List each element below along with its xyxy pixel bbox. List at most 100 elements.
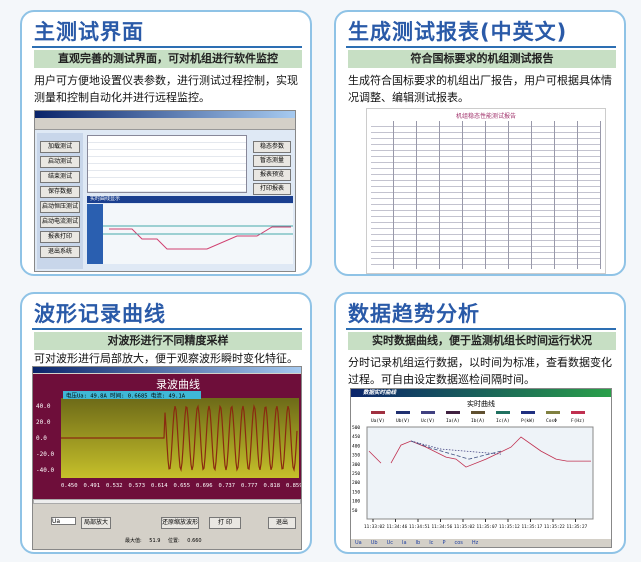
side-button[interactable]: 启动恒压测试 <box>40 201 80 213</box>
channel-checkbox[interactable]: Ic <box>429 540 434 546</box>
y-tick-label: 500 <box>352 425 360 431</box>
realtime-curve <box>87 204 293 264</box>
y-tick-label: 300 <box>352 462 360 468</box>
y-tick-label: -20.0 <box>36 451 54 458</box>
zoom-button[interactable]: 局部放大 <box>81 517 111 529</box>
legend-swatch <box>471 411 485 414</box>
divider <box>346 328 616 330</box>
side-button[interactable]: 结束测试 <box>40 171 80 183</box>
side-button[interactable]: 报表打印 <box>40 231 80 243</box>
legend-label: F(Hz) <box>571 418 585 424</box>
legend-swatch <box>546 411 560 414</box>
y-tick-label: 50 <box>352 508 358 514</box>
x-tick-label: 0.491 <box>84 483 101 489</box>
panel-subtitle: 符合国标要求的机组测试报告 <box>348 50 616 68</box>
x-tick-label: 0.737 <box>219 483 236 489</box>
x-tick-label: 0.696 <box>196 483 213 489</box>
y-tick-label: 450 <box>352 434 360 440</box>
side-button[interactable]: 退出系统 <box>40 246 80 258</box>
legend-swatch <box>521 411 535 414</box>
divider <box>32 328 302 330</box>
channel-checkbox[interactable]: Hz <box>471 540 479 546</box>
panel-subtitle: 直观完善的测试界面，可对机组进行软件监控 <box>34 50 302 68</box>
legend-label: CosΦ <box>546 418 557 424</box>
y-tick-label: -40.0 <box>36 467 54 474</box>
right-button[interactable]: 报表预览 <box>253 169 291 181</box>
x-tick-label: 0.777 <box>241 483 258 489</box>
y-tick-label: 400 <box>352 443 360 449</box>
side-button[interactable]: 启动测试 <box>40 156 80 168</box>
trend-chart: 实时曲线 Ua(V) Ub(V) Uc(V) Ia(A) Ib(A) Ic(A) P(kW)… <box>351 397 611 539</box>
legend-swatch <box>446 411 460 414</box>
title-bar <box>35 111 295 118</box>
legend-label: P(kW) <box>521 418 535 424</box>
divider <box>32 46 302 48</box>
right-button[interactable]: 稳态参数 <box>253 141 291 153</box>
exit-button[interactable]: 退出 <box>268 517 296 529</box>
side-button[interactable]: 加载测试 <box>40 141 80 153</box>
x-tick-label: 0.450 <box>61 483 78 489</box>
panel-subtitle: 对波形进行不同精度采样 <box>34 332 302 350</box>
legend-label: Ic(A) <box>496 418 510 424</box>
y-tick-label: 150 <box>352 489 360 495</box>
y-tick-label: 40.0 <box>36 403 51 410</box>
max-value: 51.9 <box>149 538 161 544</box>
series-line <box>410 440 502 455</box>
channel-checkbox[interactable]: Uc <box>386 540 393 546</box>
window-title-bar <box>33 367 301 373</box>
chart-title: 实时曲线 <box>467 399 495 408</box>
waveform-line <box>61 403 298 473</box>
channel-checkbox[interactable]: Ib <box>415 540 421 546</box>
legend-label: Ub(V) <box>396 418 410 424</box>
legend-label: Ia(A) <box>446 418 460 424</box>
side-button[interactable]: 保存数据 <box>40 186 80 198</box>
y-tick-label: 250 <box>352 471 360 477</box>
channel-select[interactable]: Ua <box>51 517 76 525</box>
y-tick-label: 20.0 <box>36 419 51 426</box>
legend-label: Uc(V) <box>421 418 435 424</box>
chart-label: 实时曲线显示 <box>87 196 293 203</box>
x-tick-label: 0.859 <box>286 483 301 489</box>
channel-checkbox[interactable]: cos <box>454 540 463 546</box>
divider <box>346 46 616 48</box>
window-title-bar: 数据实时曲线 <box>351 389 611 397</box>
print-button[interactable]: 打 印 <box>209 517 241 529</box>
y-tick-label: 350 <box>352 453 360 459</box>
channel-checkbox[interactable]: Ia <box>402 540 407 546</box>
report-screenshot: 机组稳态性能测试报告 <box>366 108 606 274</box>
legend-swatch <box>571 411 585 414</box>
x-tick-label: 11:35:27 <box>567 524 588 530</box>
x-tick-label: 11:35:17 <box>522 524 543 530</box>
channel-checkbox[interactable]: Ub <box>370 540 378 546</box>
right-button[interactable]: 打印报表 <box>253 183 291 195</box>
channel-checkbox[interactable]: P <box>442 540 446 546</box>
legend-label: Ib(A) <box>471 418 485 424</box>
pos-label: 位置: <box>168 538 180 544</box>
legend-label: Ua(V) <box>371 418 385 424</box>
channel-checkbox[interactable]: Ua <box>355 540 362 546</box>
y-tick-label: 100 <box>352 499 360 505</box>
legend-box <box>63 391 201 399</box>
legend-swatch <box>396 411 410 414</box>
panel-description: 用户可方便地设置仪表参数，进行测试过程控制，实现测量和控制自动化并进行远程监控。 <box>34 74 298 104</box>
y-tick-label: 200 <box>352 480 360 486</box>
panel-title: 数据趋势分析 <box>348 302 480 326</box>
main-test-screenshot: 加载测试 启动测试 结束测试 保存数据 启动恒压测试 启动电流测试 报表打印 退… <box>34 110 296 272</box>
right-button[interactable]: 暂态测量 <box>253 155 291 167</box>
x-tick-label: 0.655 <box>174 483 191 489</box>
data-grid <box>87 135 247 193</box>
horizontal-scrollbar[interactable] <box>33 499 301 504</box>
restore-button[interactable]: 还原缩放波形 <box>161 517 199 529</box>
y-tick-label: 0.0 <box>36 435 47 442</box>
pos-value: 0.660 <box>187 538 202 544</box>
panel-main-test-ui: 主测试界面 直观完善的测试界面，可对机组进行软件监控 用户可方便地设置仪表参数，… <box>20 10 312 276</box>
legend-swatch <box>421 411 435 414</box>
side-button[interactable]: 启动电流测试 <box>40 216 80 228</box>
max-label: 最大值: <box>125 538 142 544</box>
x-tick-label: 0.818 <box>264 483 281 489</box>
panel-waveform: 波形记录曲线 对波形进行不同精度采样 可对波形进行局部放大，便于观察波形瞬时变化… <box>20 292 312 554</box>
channel-select-value: Ua <box>52 518 61 525</box>
status-line: 最大值: 51.9 位置: 0.660 <box>125 537 202 544</box>
waveform-chart: 录波曲线 电压Ua: 49.8A 时间: 0.6685 电流: 49.1A 40… <box>33 374 301 499</box>
